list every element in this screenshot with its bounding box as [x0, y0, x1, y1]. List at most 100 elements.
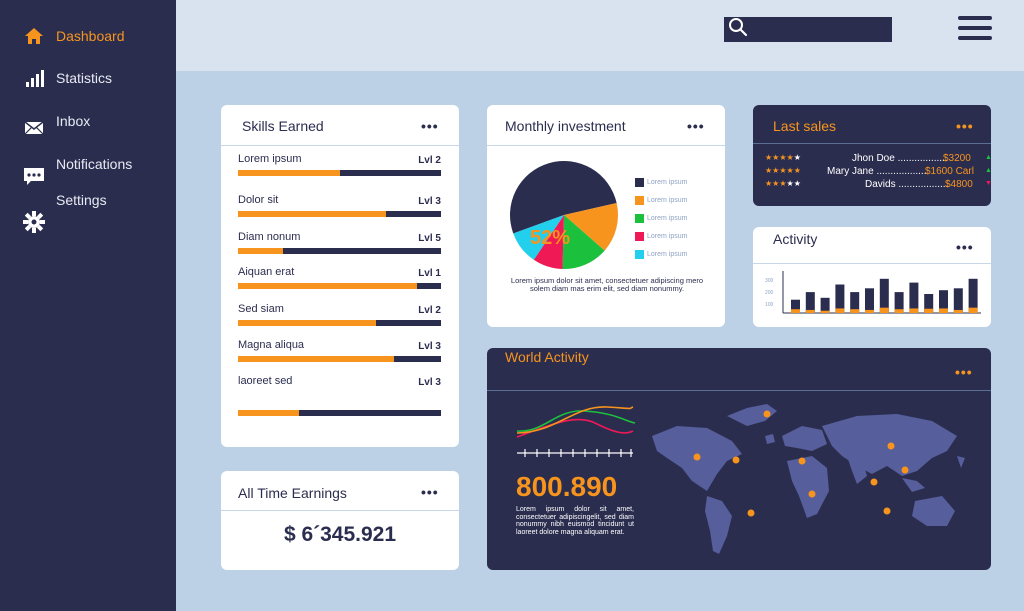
world-activity-caption: Lorem ipsum dolor sit amet, consectetuer… — [516, 506, 634, 536]
skill-level: Lvl 1 — [418, 268, 441, 279]
legend-item: Lorem ipsum — [635, 177, 687, 187]
activity-bar — [909, 282, 919, 313]
world-activity-value: 800.890 — [516, 471, 618, 502]
activity-bar-segment — [820, 310, 830, 313]
rating-stars: ★★★★★ — [765, 179, 801, 188]
activity-bar-segment — [805, 309, 815, 313]
skill-progress-bar — [238, 283, 441, 289]
sales-row: ★★★★★ Jhon Doe .................. $3200 ▲ — [765, 153, 991, 165]
card-title: Monthly investment — [505, 118, 626, 134]
sidebar-item-label: Settings — [56, 192, 107, 208]
activity-bar — [805, 292, 815, 313]
skill-progress-fill — [238, 356, 395, 362]
card-title: Activity — [773, 231, 818, 247]
pie-chart — [510, 161, 618, 269]
sale-name: Jhon Doe .................. — [852, 153, 948, 164]
sidebar-item-label: Inbox — [56, 113, 91, 129]
activity-bar-segment — [939, 308, 948, 313]
skill-level: Lvl 3 — [418, 377, 441, 388]
sidebar-item-notifications[interactable]: Notifications — [0, 147, 176, 185]
menu-icon[interactable] — [958, 16, 992, 44]
sale-name: Davids .................. — [865, 179, 949, 190]
activity-bar-segment — [879, 307, 889, 313]
skill-level: Lvl 5 — [418, 233, 441, 244]
world-map — [652, 404, 965, 554]
bar-chart-icon — [22, 66, 46, 90]
pie-slice — [513, 215, 564, 260]
skill-level: Lvl 2 — [418, 155, 441, 166]
card-title: Last sales — [773, 118, 837, 134]
more-options-icon[interactable]: ••• — [421, 118, 439, 134]
skill-name: laoreet sed — [238, 375, 293, 387]
pie-slice — [510, 161, 617, 234]
investment-caption: Lorem ipsum dolor sit amet, consectetuer… — [510, 276, 704, 293]
pie-percent-label: 52% — [530, 227, 571, 249]
skill-name: Aiquan erat — [238, 266, 295, 278]
card-title: All Time Earnings — [238, 485, 347, 501]
skill-progress-fill — [238, 283, 417, 289]
sales-row: ★★★★★ Davids .................. $4800 ▼ — [765, 179, 991, 191]
activity-bar — [924, 294, 934, 313]
sidebar-item-label: Statistics — [56, 70, 113, 86]
trend-lines-graphic — [516, 406, 636, 457]
search-input[interactable] — [724, 17, 892, 42]
sale-name: Mary Jane .................. — [827, 166, 927, 177]
sale-amount: $3200 — [943, 153, 971, 164]
envelope-icon — [22, 116, 46, 140]
activity-bar-segment — [835, 308, 845, 313]
activity-bar-segment — [894, 309, 904, 313]
pie-slice — [562, 215, 605, 269]
skill-name: Sed siam — [238, 303, 284, 315]
card-title: Skills Earned — [242, 118, 324, 134]
chat-icon — [22, 165, 46, 189]
activity-bar — [894, 292, 904, 313]
skills-earned-card: Skills Earned ••• Lorem ipsum Lvl 2 Dolor … — [221, 105, 459, 447]
sidebar-item-statistics[interactable]: Statistics — [0, 61, 176, 95]
activity-bar-segment — [968, 307, 978, 313]
legend-swatch — [635, 195, 644, 205]
legend-label: Lorem ipsum — [647, 214, 688, 222]
sales-row: ★★★★★ Mary Jane .................. $1600 C… — [765, 166, 991, 178]
legend-label: Lorem ipsum — [647, 250, 688, 258]
more-options-icon[interactable]: ••• — [421, 484, 439, 500]
world-activity-card: World Activity ••• 800.890 Lorem ipsum d… — [487, 348, 991, 570]
more-options-icon[interactable]: ••• — [955, 364, 973, 380]
activity-bar — [835, 284, 845, 313]
legend-item: Lorem ipsum — [635, 231, 687, 241]
legend-label: Lorem ipsum — [647, 232, 688, 240]
skill-progress-fill — [238, 211, 387, 217]
y-tick-label: 200 — [765, 290, 774, 296]
legend-item: Lorem ipsum — [635, 195, 687, 205]
skill-name: Diam nonum — [238, 231, 301, 243]
activity-bar — [879, 278, 889, 313]
sidebar-item-label: Notifications — [56, 156, 133, 172]
sidebar-item-inbox[interactable]: Inbox — [0, 104, 176, 138]
activity-bar — [968, 278, 978, 313]
sidebar: Dashboard Statistics Inbox Notifications… — [0, 0, 176, 611]
sale-amount: $4800 — [945, 179, 973, 190]
search-icon — [728, 17, 748, 42]
skill-progress-bar — [238, 248, 441, 254]
activity-bar — [865, 288, 874, 313]
activity-bar — [953, 288, 963, 313]
skill-progress-fill — [238, 248, 283, 254]
sale-amount: $1600 Carl — [925, 166, 974, 177]
y-tick-label: 100 — [765, 302, 774, 308]
more-options-icon[interactable]: ••• — [956, 239, 974, 255]
sidebar-item-dashboard[interactable]: Dashboard — [0, 19, 176, 53]
activity-bar-segment — [924, 308, 934, 313]
legend-item: Lorem ipsum — [635, 249, 687, 259]
trend-arrow-icon: ▲ — [985, 167, 991, 174]
trend-arrow-icon: ▼ — [985, 180, 991, 187]
skill-progress-bar — [238, 170, 441, 176]
gear-icon — [22, 210, 46, 234]
legend-item: Lorem ipsum — [635, 213, 687, 223]
skill-level: Lvl 2 — [418, 305, 441, 316]
sidebar-item-settings[interactable]: Settings — [0, 190, 176, 233]
more-options-icon[interactable]: ••• — [687, 118, 705, 134]
activity-bar — [820, 297, 830, 313]
skill-progress-bar — [238, 211, 441, 217]
skill-progress-bar — [238, 410, 441, 416]
activity-bar — [791, 299, 800, 313]
more-options-icon[interactable]: ••• — [956, 118, 974, 134]
